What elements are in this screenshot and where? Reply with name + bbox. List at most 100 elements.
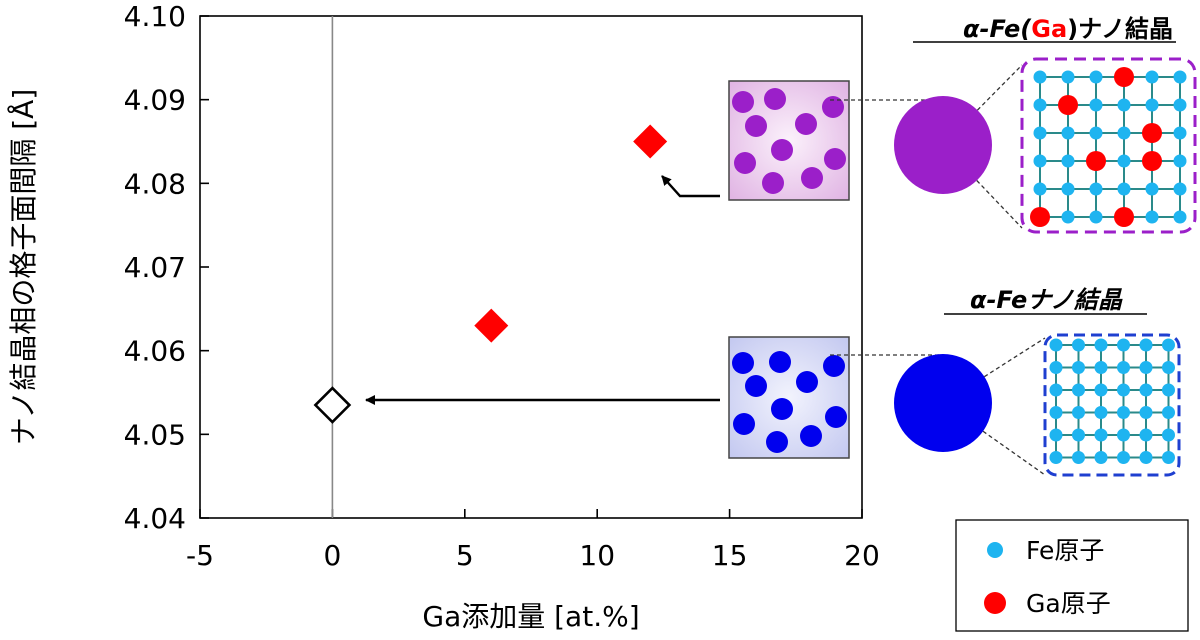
fe-atom [1145,98,1159,112]
fe-atom [1049,406,1063,419]
data-points [313,124,668,424]
fe-atom [1173,154,1187,168]
ga-panel-title: α-Fe(Ga)ナノ結晶 [963,15,1173,43]
fe-atom [1094,361,1108,374]
fe-atom [1173,182,1187,196]
x-tick-label: 10 [579,539,615,572]
fe-atom [1173,98,1187,112]
x-tick-label: 20 [844,539,880,572]
y-tick-label: 4.09 [124,84,186,117]
fe-atom [1094,451,1108,464]
x-tick-label: -5 [186,539,214,572]
fe-atom [1049,361,1063,374]
fe-atom [1061,154,1075,168]
ga-atom [1086,151,1106,171]
ga-lattice [1020,57,1197,234]
fe-atom [1117,428,1130,442]
fe-atom [1139,451,1153,464]
fe-atom [1117,451,1130,464]
ga-atom [1030,207,1050,227]
x-tick-label: 0 [323,539,341,572]
fe-atom [1117,338,1130,352]
data-point-filled-diamond [474,308,509,343]
fe-atom [1162,428,1175,442]
fe-nanocrystal-particles [732,351,847,453]
fe-atom [1049,451,1063,464]
fe-atom [1072,451,1085,464]
fe-nanocrystal-circle [894,354,992,452]
y-tick-label: 4.10 [124,0,186,33]
fe-atom [1139,383,1153,397]
fe-atom [1089,210,1103,224]
ga-nanocrystal-particles [732,88,846,194]
ga-nanocrystal-circle [894,96,992,194]
fe-atom [1145,210,1159,224]
y-tick-label: 4.04 [124,502,186,535]
legend: Fe原子 Ga原子 [955,519,1189,632]
data-point-filled-diamond [633,124,668,159]
fe-atom [1094,338,1108,352]
y-axis-title: ナノ結晶相の格子面間隔 [Å] [6,89,40,446]
fe-atom [1139,406,1153,419]
ga-atom [1142,123,1162,143]
fe-atom [1033,126,1047,140]
fe-atom [1094,406,1108,419]
fe-atom [1033,70,1047,84]
y-ticks: 4.04 4.05 4.06 4.07 4.08 4.09 4.10 [124,0,209,535]
fe-atom [1072,428,1085,442]
fe-atom [1049,383,1063,397]
fe-atom [1139,361,1153,374]
fe-atom [1162,383,1175,397]
fe-atom [1089,98,1103,112]
fe-atom [1089,182,1103,196]
y-tick-label: 4.07 [124,251,186,284]
ga-atom [1142,151,1162,171]
fe-atom [1061,70,1075,84]
fe-atom [1033,98,1047,112]
fe-atom [1072,383,1085,397]
fe-atom [1117,154,1131,168]
fe-atom [1139,428,1153,442]
arrow-ga-to-point [661,175,720,198]
fe-atom [1072,361,1085,374]
fe-atom [1033,154,1047,168]
fe-atom [1117,361,1130,374]
fe-atom [1061,182,1075,196]
fe-atom [1033,182,1047,196]
fe-atom [1162,338,1175,352]
fe-atom [1061,210,1075,224]
fe-atom [1061,126,1075,140]
ga-atom [1114,207,1134,227]
fe-atom [1094,383,1108,397]
fe-atom [1072,338,1085,352]
fe-atom [1117,98,1131,112]
fe-atom [1117,182,1131,196]
fe-atom [1145,182,1159,196]
fe-atom [1162,361,1175,374]
ga-atom [1114,67,1134,87]
ga-atom [1058,95,1078,115]
fe-atom [1162,451,1175,464]
data-point-open-diamond [313,386,352,424]
fe-atom [1089,126,1103,140]
x-tick-label: 15 [712,539,748,572]
fe-atom [1117,126,1131,140]
fe-atom [1089,70,1103,84]
fe-atom [1173,210,1187,224]
legend-ga-label: Ga原子 [1026,589,1111,618]
fe-atom [1162,406,1175,419]
fe-atom [1139,338,1153,352]
fe-atom [1094,428,1108,442]
fe-atom [1173,126,1187,140]
fe-atom [1173,70,1187,84]
legend-fe-label: Fe原子 [1026,536,1104,565]
fe-nanocrystal-box [728,336,850,459]
fe-atom [1145,70,1159,84]
fe-zoom-lines [830,337,1046,476]
fe-panel-title: α-Feナノ結晶 [970,286,1123,314]
y-tick-label: 4.08 [124,167,186,200]
x-tick-label: 5 [456,539,474,572]
fe-atom [1117,406,1130,419]
fe-atom [1072,406,1085,419]
